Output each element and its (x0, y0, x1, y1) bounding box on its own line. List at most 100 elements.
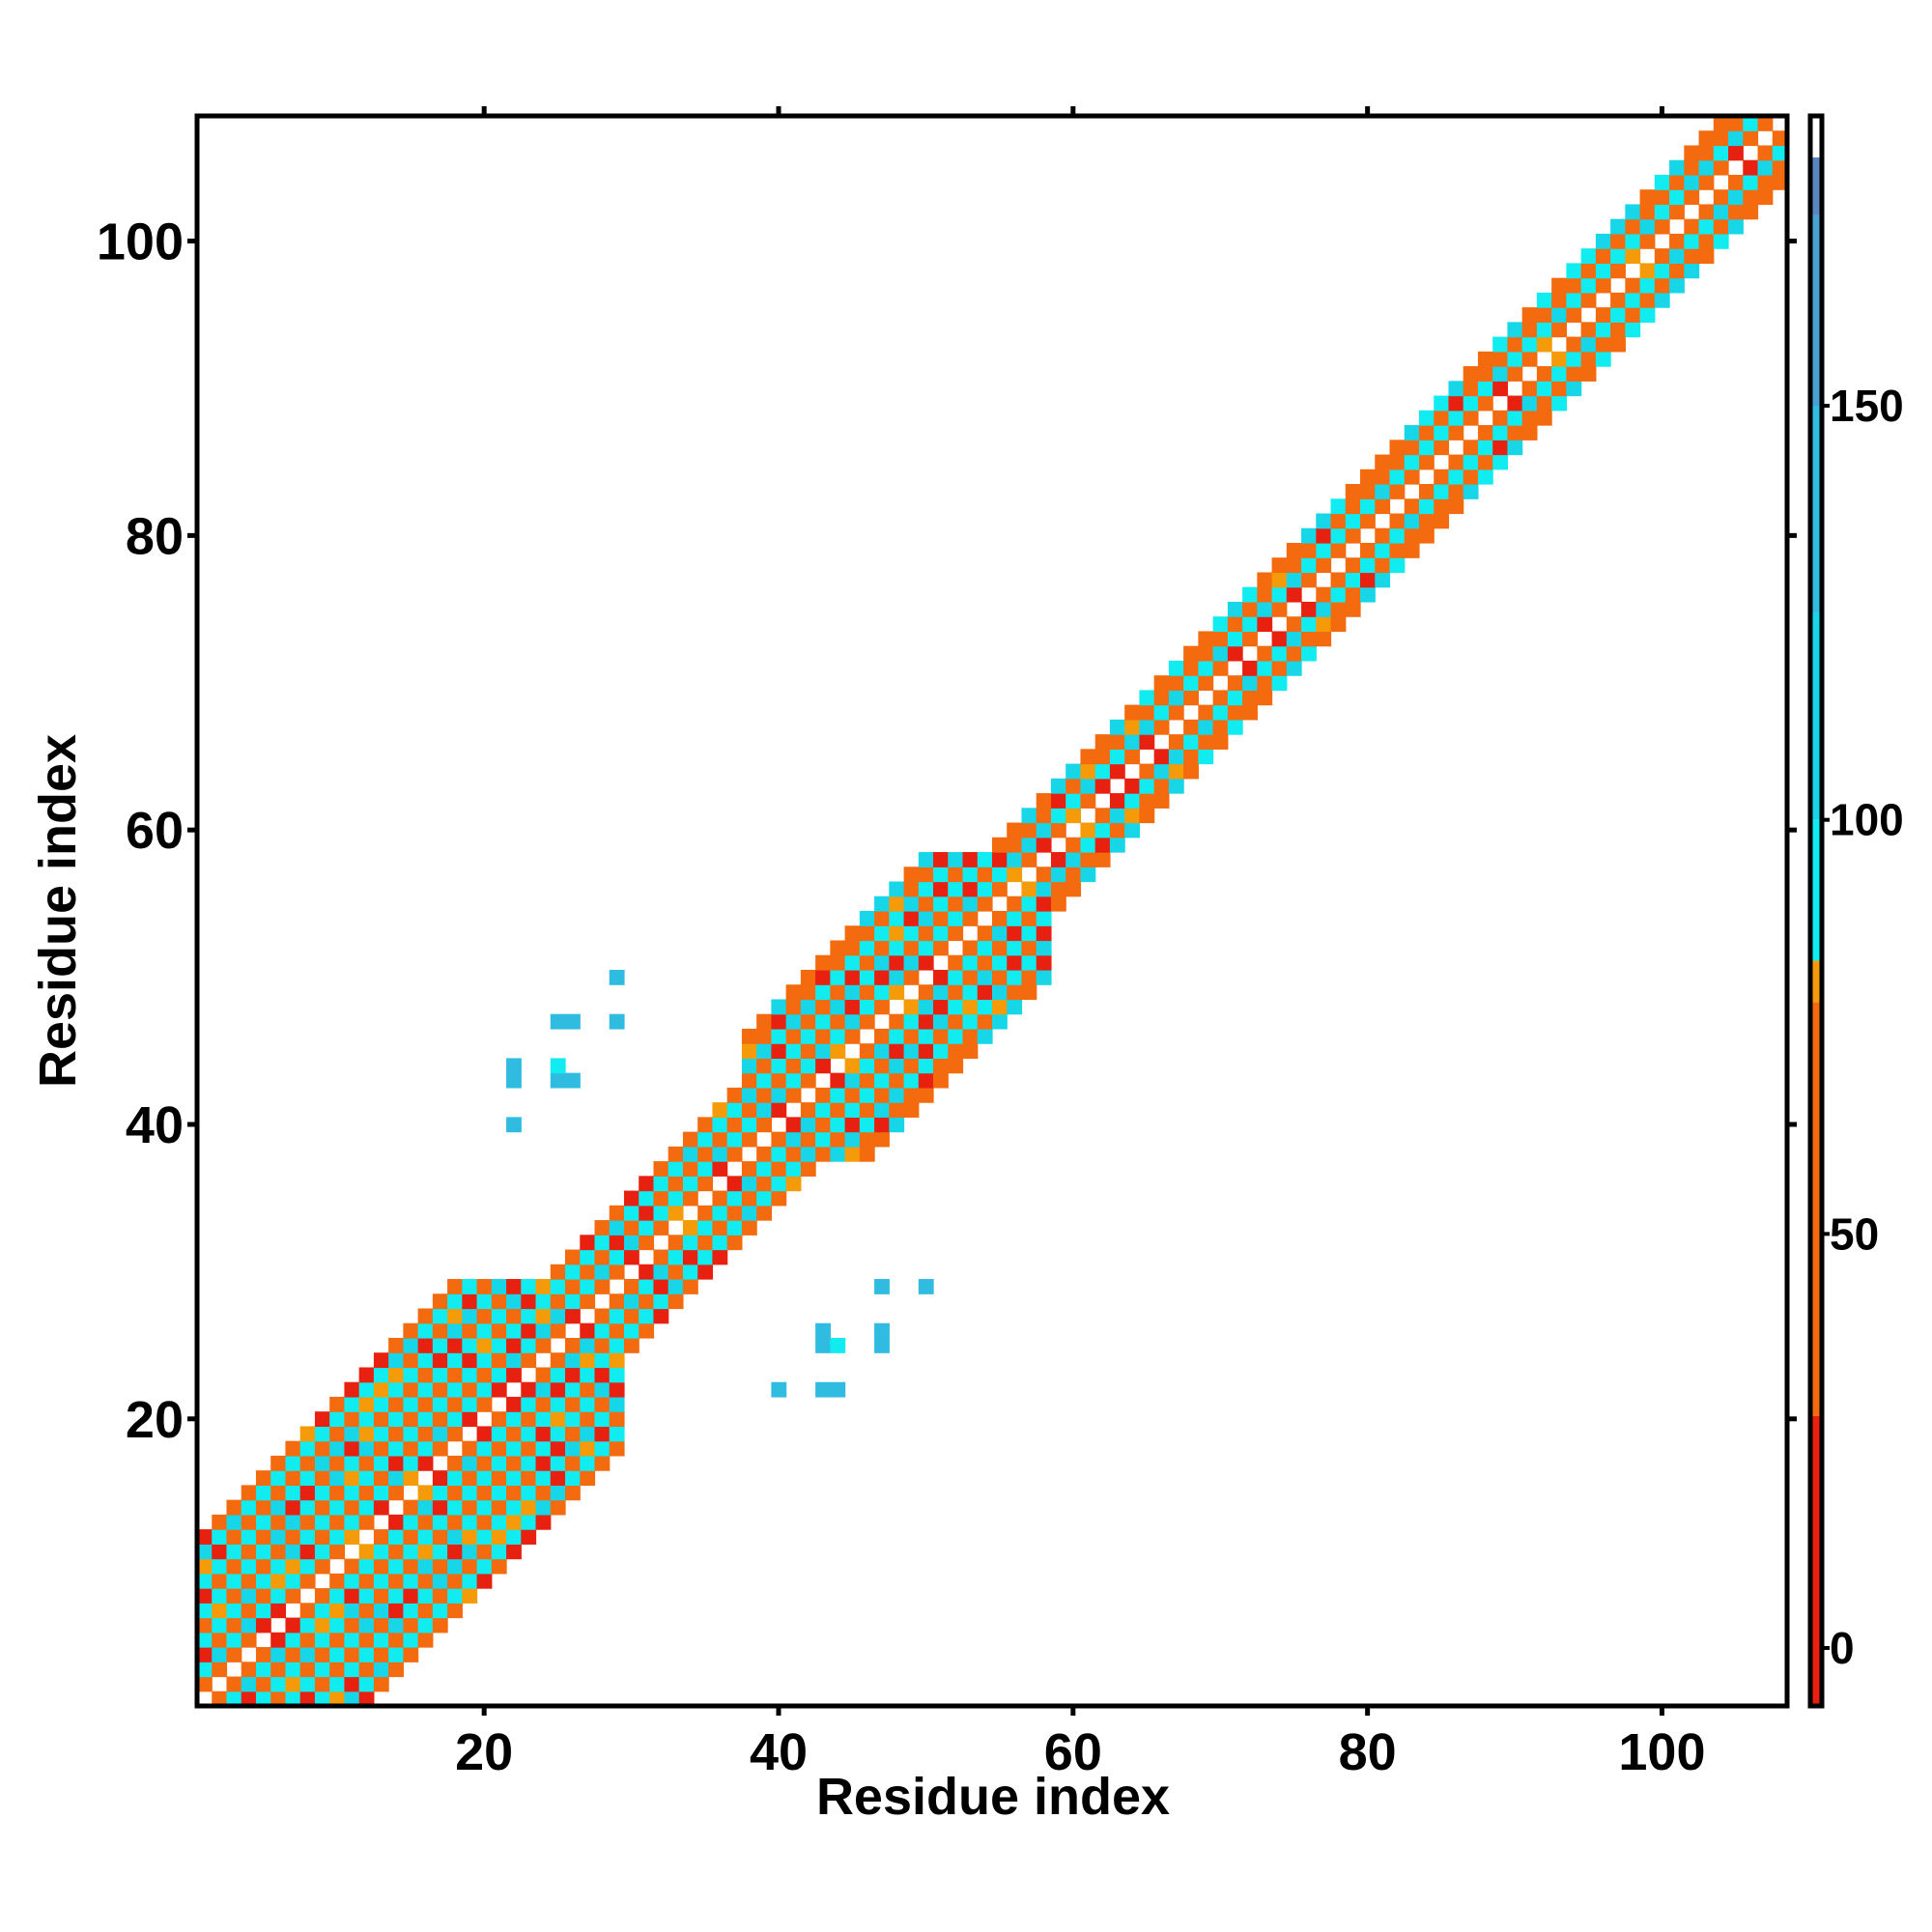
heatmap-cell (1345, 527, 1361, 544)
heatmap-cell (226, 1676, 242, 1692)
heatmap-cell (417, 1603, 434, 1619)
heatmap-cell (241, 1485, 257, 1501)
heatmap-cell (344, 1603, 360, 1619)
heatmap-cell (1139, 690, 1155, 706)
heatmap-cell (212, 1603, 228, 1619)
heatmap-cell (1080, 852, 1096, 867)
heatmap-cell (285, 1514, 301, 1530)
heatmap-cell (815, 1087, 831, 1103)
heatmap-cell (550, 1470, 566, 1486)
heatmap-cell (756, 1190, 772, 1207)
heatmap-cell (314, 1603, 330, 1619)
heatmap-cell (580, 1396, 596, 1412)
heatmap-cell (241, 1558, 257, 1575)
heatmap-cell (785, 984, 802, 1001)
heatmap-cell (1345, 572, 1361, 588)
heatmap-cell (580, 1411, 596, 1428)
heatmap-cell (1375, 572, 1391, 588)
heatmap-cell (1212, 645, 1229, 662)
heatmap-cell (800, 1146, 816, 1162)
heatmap-cell (844, 954, 861, 971)
plot-frame (194, 113, 1790, 1709)
heatmap-cell (933, 1028, 949, 1044)
heatmap-cell (1330, 616, 1347, 633)
heatmap-cell (197, 1617, 213, 1634)
heatmap-cell (1448, 469, 1464, 485)
heatmap-cell (726, 1131, 743, 1148)
heatmap-cell (255, 1662, 271, 1678)
heatmap-cell (741, 1087, 757, 1103)
heatmap-cell (1271, 557, 1288, 574)
heatmap-cell (241, 1529, 257, 1545)
heatmap-cell (1109, 822, 1125, 838)
heatmap-cell (241, 1632, 257, 1648)
heatmap-cell (344, 1662, 360, 1678)
heatmap-cell (1684, 145, 1700, 161)
heatmap-cell (609, 1205, 625, 1221)
heatmap-cell (1360, 557, 1376, 574)
heatmap-cell (1463, 381, 1479, 397)
heatmap-cell (1050, 881, 1066, 897)
heatmap-cell (1080, 793, 1096, 809)
heatmap-cell (948, 969, 964, 985)
heatmap-cell (255, 1544, 271, 1560)
heatmap-cell (358, 1455, 375, 1471)
heatmap-cell (314, 1617, 330, 1634)
heatmap-cell (476, 1470, 493, 1486)
heatmap-cell (270, 1603, 287, 1619)
heatmap-cell (1389, 454, 1406, 470)
heatmap-cell (1580, 277, 1597, 294)
heatmap-cell (1168, 734, 1184, 750)
heatmap-cell (682, 1190, 698, 1207)
heatmap-cell (1418, 425, 1435, 440)
heatmap-cell (977, 1013, 993, 1030)
colorbar-tick-label: 150 (1830, 381, 1904, 431)
contact-cell (506, 1117, 522, 1133)
heatmap-cell (771, 1102, 787, 1118)
heatmap-cell (358, 1485, 375, 1501)
heatmap-cell (918, 911, 934, 926)
heatmap-cell (417, 1617, 434, 1634)
heatmap-cell (712, 1146, 728, 1162)
contact-cell (771, 1381, 787, 1398)
heatmap-cell (918, 1028, 934, 1044)
heatmap-cell (948, 1013, 964, 1030)
y-tick-label: 80 (126, 507, 184, 565)
heatmap-cell (314, 1544, 330, 1560)
heatmap-cell (1418, 498, 1435, 515)
heatmap-cell (565, 1426, 581, 1442)
heatmap-cell (344, 1558, 360, 1575)
contact-cell (565, 1072, 581, 1089)
heatmap-cell (712, 1220, 728, 1236)
heatmap-cell (948, 984, 964, 1001)
heatmap-cell (1036, 954, 1052, 971)
heatmap-cell (388, 1426, 404, 1442)
heatmap-cell (1492, 381, 1509, 397)
heatmap-cell (609, 1411, 625, 1428)
heatmap-cell (521, 1485, 537, 1501)
heatmap-cell (270, 1470, 287, 1486)
heatmap-cell (373, 1558, 389, 1575)
heatmap-cell (1271, 631, 1288, 647)
heatmap-cell (1521, 410, 1538, 426)
heatmap-cell (918, 1043, 934, 1060)
heatmap-cell (1521, 336, 1538, 353)
heatmap-cell (1050, 808, 1066, 824)
heatmap-cell (491, 1529, 507, 1545)
heatmap-cell (1050, 822, 1066, 838)
heatmap-cell (550, 1322, 566, 1339)
heatmap-cell (358, 1573, 375, 1589)
heatmap-cell (535, 1499, 552, 1516)
x-tick-label: 100 (1618, 1723, 1705, 1781)
heatmap-cell (623, 1235, 639, 1251)
heatmap-cell (1610, 336, 1626, 353)
heatmap-cell (623, 1337, 639, 1353)
heatmap-cell (682, 1249, 698, 1265)
heatmap-cell (1507, 425, 1523, 440)
heatmap-cell (241, 1676, 257, 1692)
heatmap-cell (800, 1117, 816, 1133)
heatmap-cell (447, 1293, 463, 1310)
heatmap-cell (1610, 233, 1626, 249)
heatmap-cell (358, 1426, 375, 1442)
